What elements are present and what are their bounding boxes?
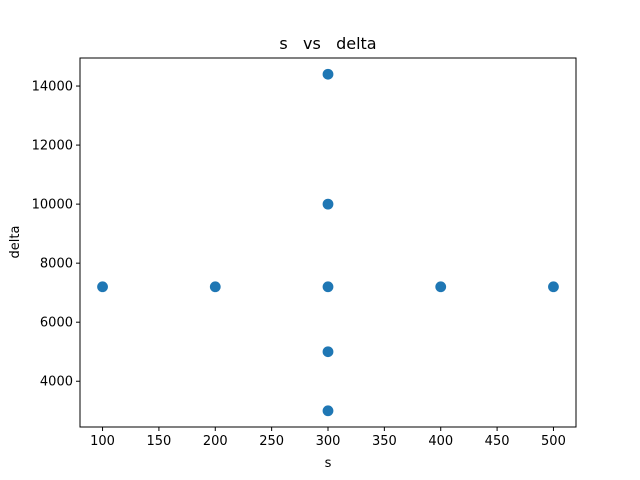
x-tick-label: 250	[259, 434, 284, 449]
y-ticks: 4000 6000 8000 10000 12000 14000	[32, 80, 80, 390]
y-tick-label: 10000	[32, 198, 73, 213]
y-tick-label: 4000	[40, 375, 73, 390]
data-point	[548, 281, 559, 293]
y-axis-label: delta	[8, 226, 23, 259]
x-tick-label: 350	[372, 434, 397, 449]
data-point	[322, 281, 334, 293]
y-tick-label: 6000	[40, 316, 73, 331]
y-tick-label: 12000	[32, 139, 73, 154]
y-tick-label: 14000	[32, 80, 73, 95]
x-ticks: 100 150 200 250 300 350 400 450 500	[90, 427, 566, 449]
data-point	[97, 281, 108, 293]
x-tick-label: 100	[90, 434, 115, 449]
points-layer	[97, 68, 559, 417]
x-axis-label: s	[325, 456, 332, 471]
data-point	[322, 68, 334, 80]
data-point	[435, 281, 447, 293]
data-point	[322, 346, 334, 358]
x-tick-label: 500	[541, 434, 566, 449]
data-point	[322, 198, 334, 210]
x-tick-label: 200	[203, 434, 228, 449]
chart-title: s vs delta	[279, 34, 376, 53]
data-point	[209, 281, 221, 293]
x-tick-label: 150	[146, 434, 171, 449]
y-tick-label: 8000	[40, 257, 73, 272]
x-tick-label: 300	[316, 434, 341, 449]
data-point	[322, 405, 334, 417]
x-tick-label: 400	[428, 434, 453, 449]
x-tick-label: 450	[485, 434, 510, 449]
